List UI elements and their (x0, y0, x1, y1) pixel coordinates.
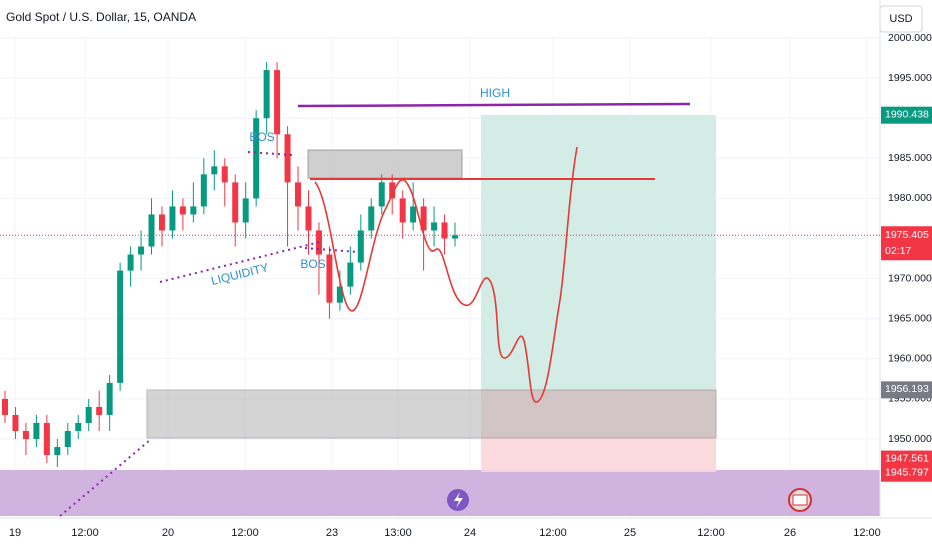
candles (2, 62, 458, 468)
candle-body (169, 206, 176, 231)
candle-body (284, 134, 291, 183)
candle-body (211, 166, 218, 175)
y-tick-label: 1995.000 (888, 72, 932, 84)
annotation: HIGH (480, 86, 510, 100)
price-tag (881, 464, 932, 482)
candle-body (117, 270, 124, 383)
x-tick-label: 12:00 (539, 527, 567, 539)
high-line (297, 102, 691, 108)
event-icon-glyph (454, 492, 463, 508)
candle-body (54, 447, 61, 456)
price-tag (881, 226, 932, 261)
y-tick-label: 1965.000 (888, 312, 932, 324)
candle-body (368, 206, 375, 231)
candle-body (326, 254, 333, 303)
candle-body (295, 182, 302, 207)
candle-body (190, 206, 197, 215)
candle-body (305, 206, 312, 231)
annotation: BOS (300, 257, 325, 271)
price-tag (881, 106, 932, 124)
y-tick-label: 1985.000 (888, 152, 932, 164)
price-tag-label: 1956.193 (885, 383, 929, 395)
x-tick-label: 12:00 (853, 527, 881, 539)
candle-body (274, 70, 281, 135)
projection-path (314, 146, 578, 403)
price-tag-label: 1975.405 (885, 229, 929, 241)
candle-body (232, 182, 239, 223)
candle-body (441, 222, 448, 239)
candle-body (399, 198, 406, 223)
candle-body (75, 422, 82, 431)
x-tick-label: 12:00 (231, 527, 259, 539)
x-tick-label: 20 (162, 527, 174, 539)
price-tag-label: 1990.438 (885, 108, 929, 120)
candle-body (242, 198, 249, 223)
x-tick-label: 23 (326, 527, 338, 539)
annotation: BOS (249, 130, 274, 144)
candle-body (200, 174, 207, 207)
candle-body (389, 182, 396, 199)
x-tick-label: 19 (9, 527, 21, 539)
x-tick-label: 26 (784, 527, 796, 539)
candle-body (85, 406, 92, 423)
candle-body (263, 70, 270, 119)
candle-body (2, 398, 8, 415)
candle-body (336, 286, 343, 303)
x-tick-label: 12:00 (71, 527, 99, 539)
candle-body (452, 235, 458, 239)
candle-body (420, 206, 427, 231)
currency-button[interactable] (879, 5, 923, 33)
bos-line (247, 151, 293, 156)
supply-zone (307, 149, 463, 179)
target-zone (481, 115, 716, 390)
x-tick-label: 25 (624, 527, 636, 539)
candle-body (33, 422, 40, 440)
y-tick-label: 1970.000 (888, 272, 932, 284)
candle-body (64, 430, 71, 448)
candle-body (127, 254, 134, 271)
candle-body (22, 430, 29, 440)
candle-body (431, 222, 438, 231)
candle-body (138, 246, 145, 255)
candle-body (410, 206, 417, 223)
candle-body (179, 206, 186, 215)
y-tick-label: 1960.000 (888, 353, 932, 365)
candle-body (378, 182, 385, 207)
price-tag-label: 1947.561 (885, 452, 929, 464)
price-tag-label: 1945.797 (885, 466, 929, 478)
candle-body (253, 118, 260, 199)
currency: USD (889, 13, 912, 25)
chart-title: Gold Spot / U.S. Dollar, 15, OANDA (6, 10, 196, 24)
x-tick-label: 12:00 (697, 527, 725, 539)
y-tick-label: 1950.000 (888, 433, 932, 445)
y-tick-label: 1980.000 (888, 192, 932, 204)
candle-body (106, 382, 113, 415)
x-tick-label: 13:00 (384, 527, 412, 539)
price-tag (881, 450, 932, 468)
candle-body (357, 230, 364, 263)
candle-body (148, 214, 155, 247)
purple-zone (0, 470, 880, 516)
candle-body (158, 214, 165, 231)
countdown: 02:17 (885, 245, 911, 257)
candle-body (43, 422, 50, 456)
demand-zone (146, 389, 717, 439)
trend-line (59, 439, 151, 517)
candle-body (347, 262, 354, 287)
flag-glyph (792, 494, 808, 506)
candle-body (96, 406, 103, 415)
x-tick-label: 24 (464, 527, 476, 539)
candle-body (221, 166, 228, 183)
y-tick-label: 2000.000 (888, 32, 932, 44)
price-tag (881, 381, 932, 399)
candle-body (12, 414, 19, 431)
